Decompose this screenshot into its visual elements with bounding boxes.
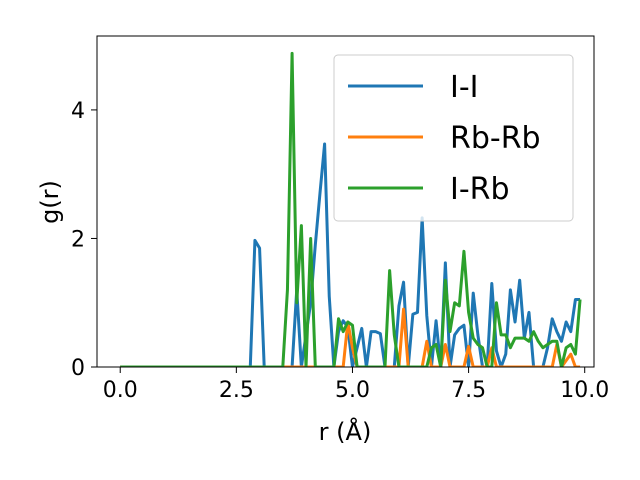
y-tick-label: 2 [71, 227, 85, 252]
legend-label-rb-rb: Rb-Rb [450, 121, 541, 156]
series-layer [120, 51, 582, 367]
x-axis-label: r (Å) [319, 417, 372, 446]
x-tick-label: 10.0 [560, 378, 609, 403]
y-axis-label: g(r) [36, 180, 64, 224]
legend-box [333, 54, 574, 222]
y-tick-label: 0 [71, 356, 85, 381]
plot-frame [96, 35, 595, 368]
series-line-i-rb [120, 51, 582, 367]
x-tick-label: 2.5 [219, 378, 254, 403]
legend-label-i-rb: I-Rb [450, 172, 510, 207]
legend-label-i-i: I-I [450, 70, 479, 105]
y-axis: 0 2 4 [71, 99, 97, 381]
legend: I-I Rb-Rb I-Rb [333, 54, 574, 222]
x-tick-label: 0.0 [103, 378, 138, 403]
y-tick-label: 4 [71, 99, 85, 124]
x-tick-label: 5.0 [335, 378, 370, 403]
x-axis: 0.0 2.5 5.0 7.5 10.0 [103, 367, 609, 403]
series-line-i-i [120, 142, 581, 367]
x-tick-label: 7.5 [451, 378, 486, 403]
